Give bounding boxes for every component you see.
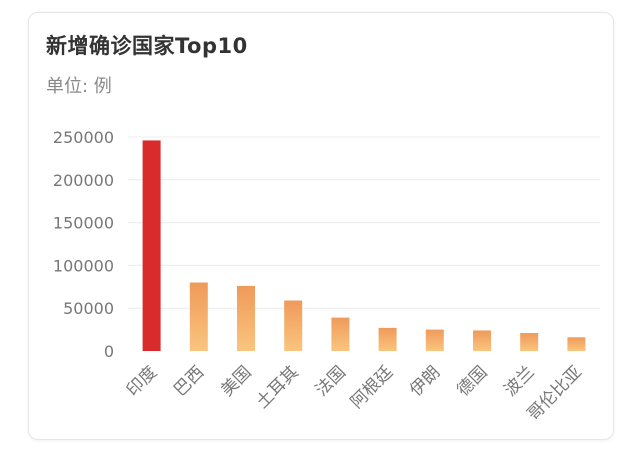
bar xyxy=(189,282,208,351)
y-tick-label: 150000 xyxy=(53,214,114,233)
x-tick-label: 法国 xyxy=(312,362,350,400)
y-tick-label: 100000 xyxy=(53,256,114,275)
bar xyxy=(520,333,539,351)
bar xyxy=(425,329,444,351)
bar xyxy=(378,327,397,351)
y-tick-label: 200000 xyxy=(53,171,114,190)
y-tick-label: 250000 xyxy=(53,128,114,147)
x-tick-label: 波兰 xyxy=(501,362,539,400)
x-tick-label: 土耳其 xyxy=(253,362,303,412)
x-tick-label: 阿根廷 xyxy=(347,362,397,412)
chart-title: 新增确诊国家Top10 xyxy=(46,34,248,58)
x-tick-label: 巴西 xyxy=(170,362,208,400)
y-tick-label: 50000 xyxy=(63,299,114,318)
bar xyxy=(331,317,350,351)
y-tick-label: 0 xyxy=(104,342,114,361)
x-tick-label: 伊朗 xyxy=(406,362,444,400)
x-tick-label: 印度 xyxy=(123,362,161,400)
x-tick-label: 美国 xyxy=(217,362,255,400)
bar xyxy=(473,330,491,351)
unit-label: 单位: 例 xyxy=(46,76,112,97)
bar xyxy=(284,300,303,351)
bar xyxy=(567,337,586,351)
bar xyxy=(142,140,161,351)
chart-card xyxy=(28,12,614,440)
x-tick-label: 德国 xyxy=(453,362,491,400)
bar xyxy=(237,285,255,351)
